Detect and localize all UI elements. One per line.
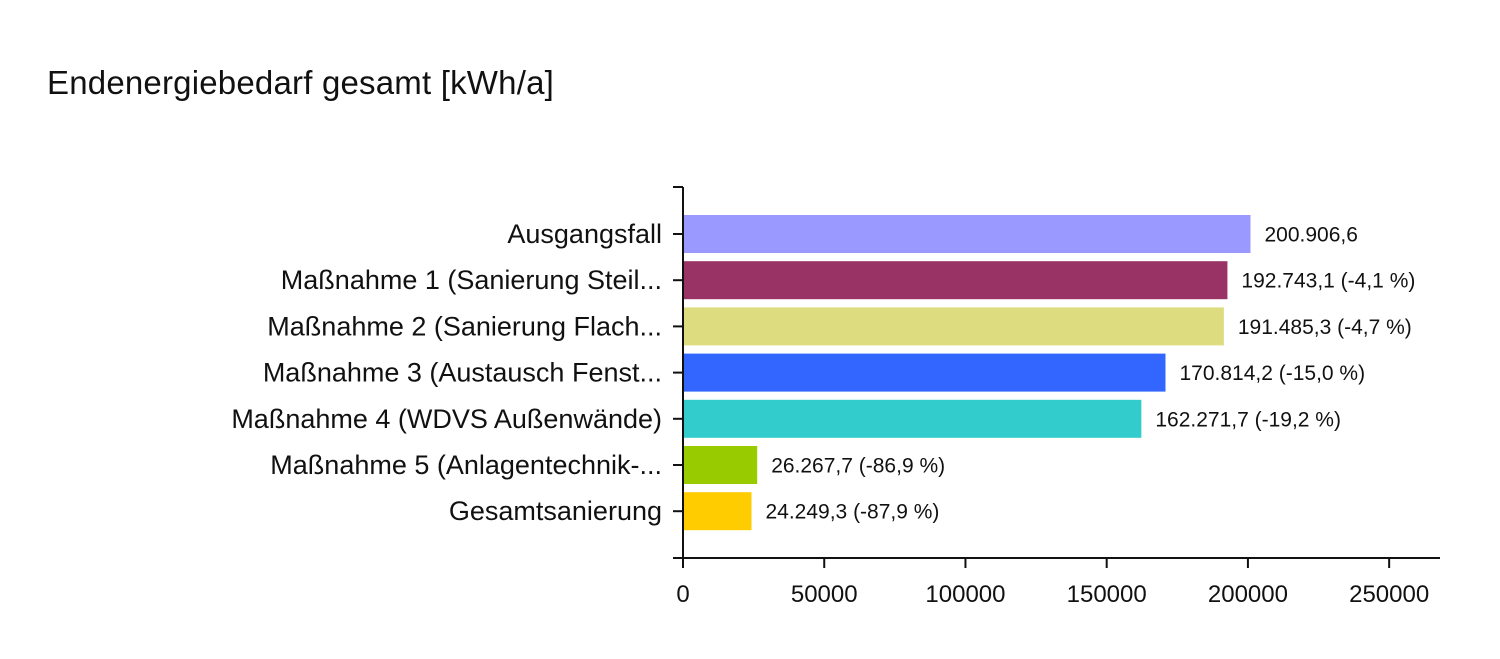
chart-title: Endenergiebedarf gesamt [kWh/a] [47, 64, 554, 101]
category-label: Maßnahme 3 (Austausch Fenst... [263, 358, 662, 388]
category-label: Maßnahme 5 (Anlagentechnik-... [270, 450, 662, 480]
data-label: 24.249,3 (-87,9 %) [765, 501, 939, 524]
bars-layer [684, 215, 1251, 531]
data-label: 191.485,3 (-4,7 %) [1238, 316, 1412, 339]
category-label: Gesamtsanierung [449, 496, 662, 526]
data-label: 200.906,6 [1264, 224, 1357, 247]
x-tick-label: 250000 [1349, 581, 1429, 608]
bar [684, 353, 1166, 392]
x-tick-label: 200000 [1208, 581, 1288, 608]
category-label: Maßnahme 1 (Sanierung Steil... [281, 265, 662, 295]
category-label: Maßnahme 2 (Sanierung Flach... [267, 311, 662, 341]
bar [684, 492, 752, 531]
bar [684, 261, 1228, 300]
bar [684, 446, 758, 484]
data-label: 162.271,7 (-19,2 %) [1155, 408, 1341, 431]
bar [684, 399, 1142, 438]
labels-layer: Ausgangsfall 200.906,6 Maßnahme 1 (Sanieru… [231, 219, 1429, 608]
x-tick-label: 100000 [925, 581, 1005, 608]
category-label: Ausgangsfall [507, 219, 662, 249]
data-label: 192.743,1 (-4,1 %) [1241, 270, 1415, 293]
x-tick-label: 0 [676, 581, 689, 608]
x-tick-label: 50000 [791, 581, 858, 608]
data-label: 26.267,7 (-86,9 %) [771, 455, 945, 478]
data-label: 170.814,2 (-15,0 %) [1179, 362, 1365, 385]
category-label: Maßnahme 4 (WDVS Außenwände) [231, 404, 662, 434]
bar [684, 215, 1251, 253]
bar [684, 307, 1224, 346]
x-tick-label: 150000 [1067, 581, 1147, 608]
